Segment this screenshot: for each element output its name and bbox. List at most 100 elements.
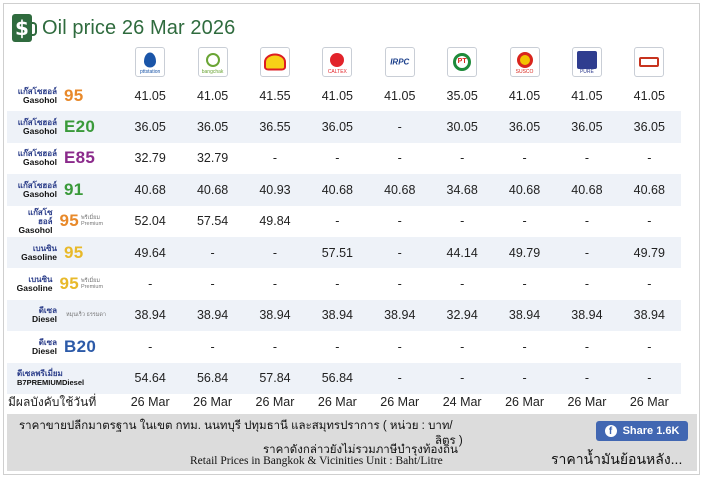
price-cell: 40.68 [368,174,431,206]
price-cell: - [243,236,307,269]
price-cell: 49.79 [618,236,681,269]
fuel-name: เบนซิน Gasoline [15,244,57,262]
price-cell: 36.05 [181,111,244,143]
pure-logo-icon: PURE [571,46,602,77]
effective-date: 26 Mar [629,394,669,409]
price-cell: 36.05 [555,111,619,143]
price-cell: - [181,268,244,300]
effective-date: 26 Mar [130,394,170,409]
fuel-row: เบนซิน Gasoline 95 พรีเมี่ยม Premium - - - - - - -… [7,268,681,300]
fuel-row: แก๊สโซฮอล์ Gasohol E85 32.79 32.79- - - - - - - [7,142,681,175]
brand-cell-caltex: CALTEX [306,43,368,80]
fuel-row: แก๊สโซฮอล์ Gasohol 95 41.05 41.05 41.55 41.05 4… [7,80,681,112]
fuel-row: แก๊สโซฮอล์ Gasohol 91 40.68 40.68 40.93 40.68 4… [7,174,681,206]
effective-date: 26 Mar [193,394,233,409]
tanker-logo-mark [639,56,660,67]
price-cell: 41.05 [368,80,431,112]
price-cell: - [306,142,369,175]
price-cell: - [368,142,431,175]
price-cell: - [119,331,182,363]
fuel-grade: 95 [64,85,84,105]
price-cell: 40.93 [243,174,307,206]
fuel-name-english: B7PREMIUMDiesel [17,378,85,388]
bangchak-logo-caption: bangchak [201,68,224,75]
price-cell: 57.51 [306,236,369,269]
fuel-name-thai: ดีเซล [38,337,57,347]
price-cell: 38.94 [119,299,182,332]
price-cell: - [493,205,556,237]
fuel-name-thai: แก๊สโซฮอล์ [17,118,57,128]
price-cell: 30.05 [430,111,494,143]
fuel-grade: 91 [64,179,84,199]
fuel-name-thai: เบนซิน [28,275,53,285]
fuel-name: ดีเซล Diesel [15,306,57,324]
fuel-grade: E20 [64,117,96,137]
price-cell: - [243,268,307,300]
ptt-logo-icon: pttstation [135,46,166,77]
brand-cell-tanker [618,43,680,80]
fuel-name-thai: แก๊สโซฮอล์ [17,180,57,190]
footer-tax-note: ราคาดังกล่าวยังไม่รวมภาษีบำรุงท้องถิ่น [263,444,458,456]
price-cell: - [618,268,681,300]
price-cell: - [555,362,619,394]
price-cell: - [368,362,431,394]
bangchak-logo-icon: bangchak [197,46,228,77]
fuel-row: ดีเซลพรีเมี่ยม B7PREMIUMDiesel 54.64 56.84 5… [7,362,681,394]
brand-cell-pure: PURE [556,43,618,80]
price-cell: - [306,331,369,363]
price-cell: - [493,142,556,175]
price-cell: 49.64 [119,236,182,269]
fuel-name-thai: ดีเซลพรีเมี่ยม [17,369,63,379]
price-cell: 41.05 [306,80,369,112]
price-cell: - [493,331,556,363]
price-cell: - [119,268,182,300]
price-cell: 38.94 [493,299,556,332]
price-cell: 41.05 [555,80,619,112]
price-cell: 40.68 [306,174,369,206]
effective-date: 26 Mar [380,394,420,409]
price-cell: 32.94 [430,299,494,332]
pt-logo-mark: PT [453,52,472,71]
pure-logo-mark [576,51,597,70]
price-cell: 49.84 [243,205,307,237]
brand-cell-pt: PT [431,43,493,80]
price-cell: - [493,362,556,394]
fuel-label-cell: ดีเซลพรีเมี่ยม B7PREMIUMDiesel [7,362,119,394]
price-cell: 49.79 [493,236,556,269]
price-cell: 32.79 [181,142,244,175]
price-cell: - [181,236,244,269]
price-cell: 41.05 [493,80,556,112]
price-history-link[interactable]: ราคาน้ำมันย้อนหลัง... [551,451,683,467]
price-cell: 41.05 [618,80,681,112]
price-cell: 38.94 [618,299,681,332]
price-cell: 38.94 [368,299,431,332]
fuel-label: เบนซิน Gasoline 95 พรีเมี่ยม Premium [7,268,119,299]
price-cell: 36.05 [493,111,556,143]
fuel-name-thai: แก๊สโซฮอล์ [27,207,53,226]
fuel-label: แก๊สโซฮอล์ Gasohol 95 [7,80,119,111]
fuel-name: แก๊สโซฮอล์ Gasohol [15,87,57,105]
fuel-name-english: Gasohol [22,188,57,199]
brand-cell-ptt: pttstation [119,43,181,80]
price-cell: 52.04 [119,205,182,237]
effective-date: 24 Mar [442,394,482,409]
fuel-label-cell: แก๊สโซฮอล์ Gasohol 91 [7,174,119,206]
fuel-row: ดีเซล Diesel B20- - - - - - - - - [7,331,681,363]
price-cell: - [306,268,369,300]
caltex-logo-mark [330,53,345,68]
price-cell: 36.55 [243,111,307,143]
fuel-row: ดีเซล Diesel หมุนเร็ว ธรรมดา 38.94 38.94 38.9… [7,299,681,332]
facebook-share-button[interactable]: f Share 1.6K [596,421,688,441]
fuel-pump-icon: $ [12,14,37,42]
effective-date: 26 Mar [567,394,607,409]
price-cell: 35.05 [430,80,494,112]
brand-cell-susco: SUSCO [493,43,555,80]
price-cell: - [243,331,307,363]
fuel-name: เบนซิน Gasoline [15,275,53,293]
fuel-name-english: Gasohol [22,126,57,137]
price-cell: - [555,142,619,175]
widget-header: $ Oil price 26 Mar 2026 [12,12,235,44]
price-cell: 41.55 [243,80,307,112]
price-cell: 41.05 [181,80,244,112]
footer: ราคาขายปลีกมาตรฐาน ในเขต กทม. นนทบุรี ปท… [7,414,697,471]
